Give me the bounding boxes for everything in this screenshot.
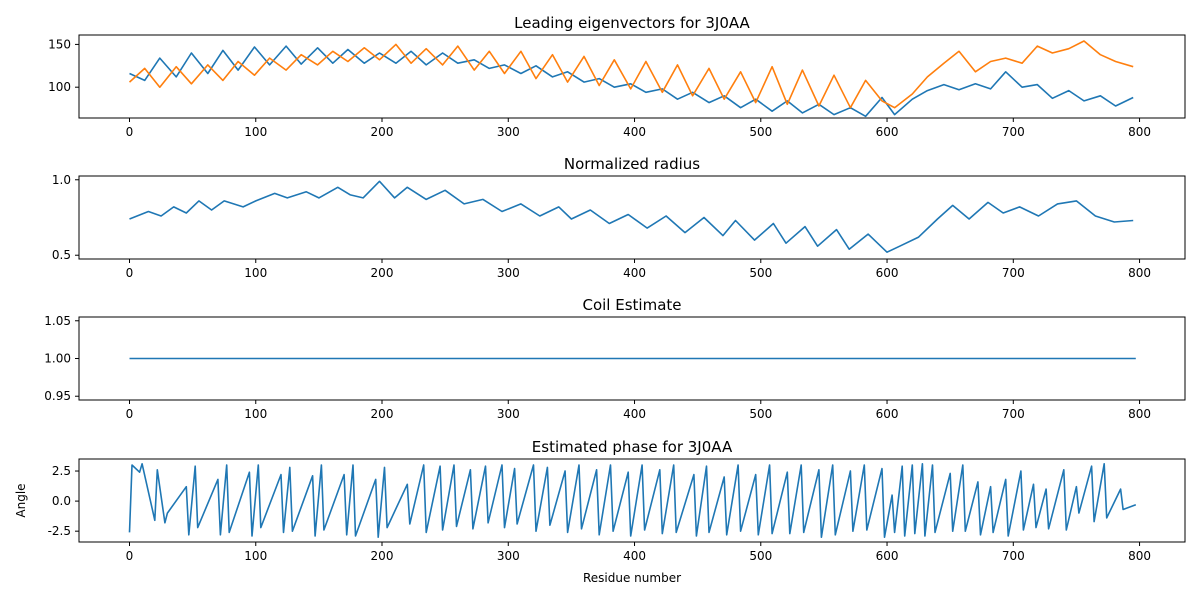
x-tick-label: 500 xyxy=(749,549,772,563)
axes-frame xyxy=(78,34,1186,119)
x-tick-label: 100 xyxy=(244,125,267,139)
subplot-4: Estimated phase for 3J0AA 0 100 200 300 400 50… xyxy=(14,438,1186,585)
x-tick-label: 800 xyxy=(1128,266,1151,280)
x-tick-label: 400 xyxy=(623,407,646,421)
x-tick-label: 700 xyxy=(1002,266,1025,280)
subplot-title: Coil Estimate xyxy=(582,296,681,314)
x-tick-label: 0 xyxy=(126,125,134,139)
axes-frame xyxy=(78,175,1186,260)
y-tick-label: 150 xyxy=(48,37,71,51)
x-tick-label: 600 xyxy=(876,125,899,139)
y-tick-label: 0.95 xyxy=(44,389,71,403)
x-tick-label: 500 xyxy=(749,266,772,280)
y-tick-label: 0.5 xyxy=(52,248,71,262)
subplot-title: Estimated phase for 3J0AA xyxy=(532,438,733,456)
x-axis-label: Residue number xyxy=(583,571,681,585)
y-tick-label: 1.0 xyxy=(52,173,71,187)
x-tick-label: 500 xyxy=(749,407,772,421)
x-tick-label: 700 xyxy=(1002,549,1025,563)
series-line-1 xyxy=(129,45,1134,118)
x-tick-label: 500 xyxy=(749,125,772,139)
x-tick-label: 100 xyxy=(244,549,267,563)
x-tick-label: 100 xyxy=(244,407,267,421)
x-tick-label: 400 xyxy=(623,549,646,563)
x-tick-label: 200 xyxy=(371,407,394,421)
x-tick-label: 300 xyxy=(497,407,520,421)
x-tick-label: 700 xyxy=(1002,125,1025,139)
x-tick-label: 300 xyxy=(497,125,520,139)
subplot-3: Coil Estimate 0 100 200 300 400 500 600 700 800 0.… xyxy=(44,296,1186,421)
x-tick-label: 0 xyxy=(126,407,134,421)
x-tick-label: 400 xyxy=(623,125,646,139)
subplot-2: Normalized radius 0 100 200 300 400 500 600 700 8… xyxy=(52,155,1186,280)
x-tick-label: 600 xyxy=(876,266,899,280)
y-tick-label: 1.00 xyxy=(44,352,71,366)
subplot-title: Leading eigenvectors for 3J0AA xyxy=(514,14,750,32)
x-tick-label: 200 xyxy=(371,125,394,139)
x-tick-label: 400 xyxy=(623,266,646,280)
x-tick-label: 0 xyxy=(126,549,134,563)
x-tick-label: 600 xyxy=(876,407,899,421)
x-tick-label: 100 xyxy=(244,266,267,280)
series-line-1 xyxy=(129,180,1134,253)
y-tick-label: 100 xyxy=(48,80,71,94)
x-tick-label: 800 xyxy=(1128,125,1151,139)
y-tick-label: 2.5 xyxy=(52,464,71,478)
x-tick-label: 200 xyxy=(371,549,394,563)
y-tick-label: -2.5 xyxy=(48,524,71,538)
x-tick-label: 300 xyxy=(497,549,520,563)
y-tick-label: 1.05 xyxy=(44,314,71,328)
y-axis-label: Angle xyxy=(14,483,28,517)
axes-frame xyxy=(78,458,1186,543)
x-tick-label: 0 xyxy=(126,266,134,280)
subplot-title: Normalized radius xyxy=(564,155,700,173)
x-tick-label: 200 xyxy=(371,266,394,280)
x-tick-label: 600 xyxy=(876,549,899,563)
x-tick-label: 700 xyxy=(1002,407,1025,421)
series-line-2 xyxy=(128,40,1134,109)
x-tick-label: 800 xyxy=(1128,549,1151,563)
y-tick-label: 0.0 xyxy=(52,494,71,508)
x-tick-label: 300 xyxy=(497,266,520,280)
series-line-1 xyxy=(128,462,1137,539)
x-tick-label: 800 xyxy=(1128,407,1151,421)
subplot-1: Leading eigenvectors for 3J0AA 0 100 200 300… xyxy=(48,14,1186,139)
